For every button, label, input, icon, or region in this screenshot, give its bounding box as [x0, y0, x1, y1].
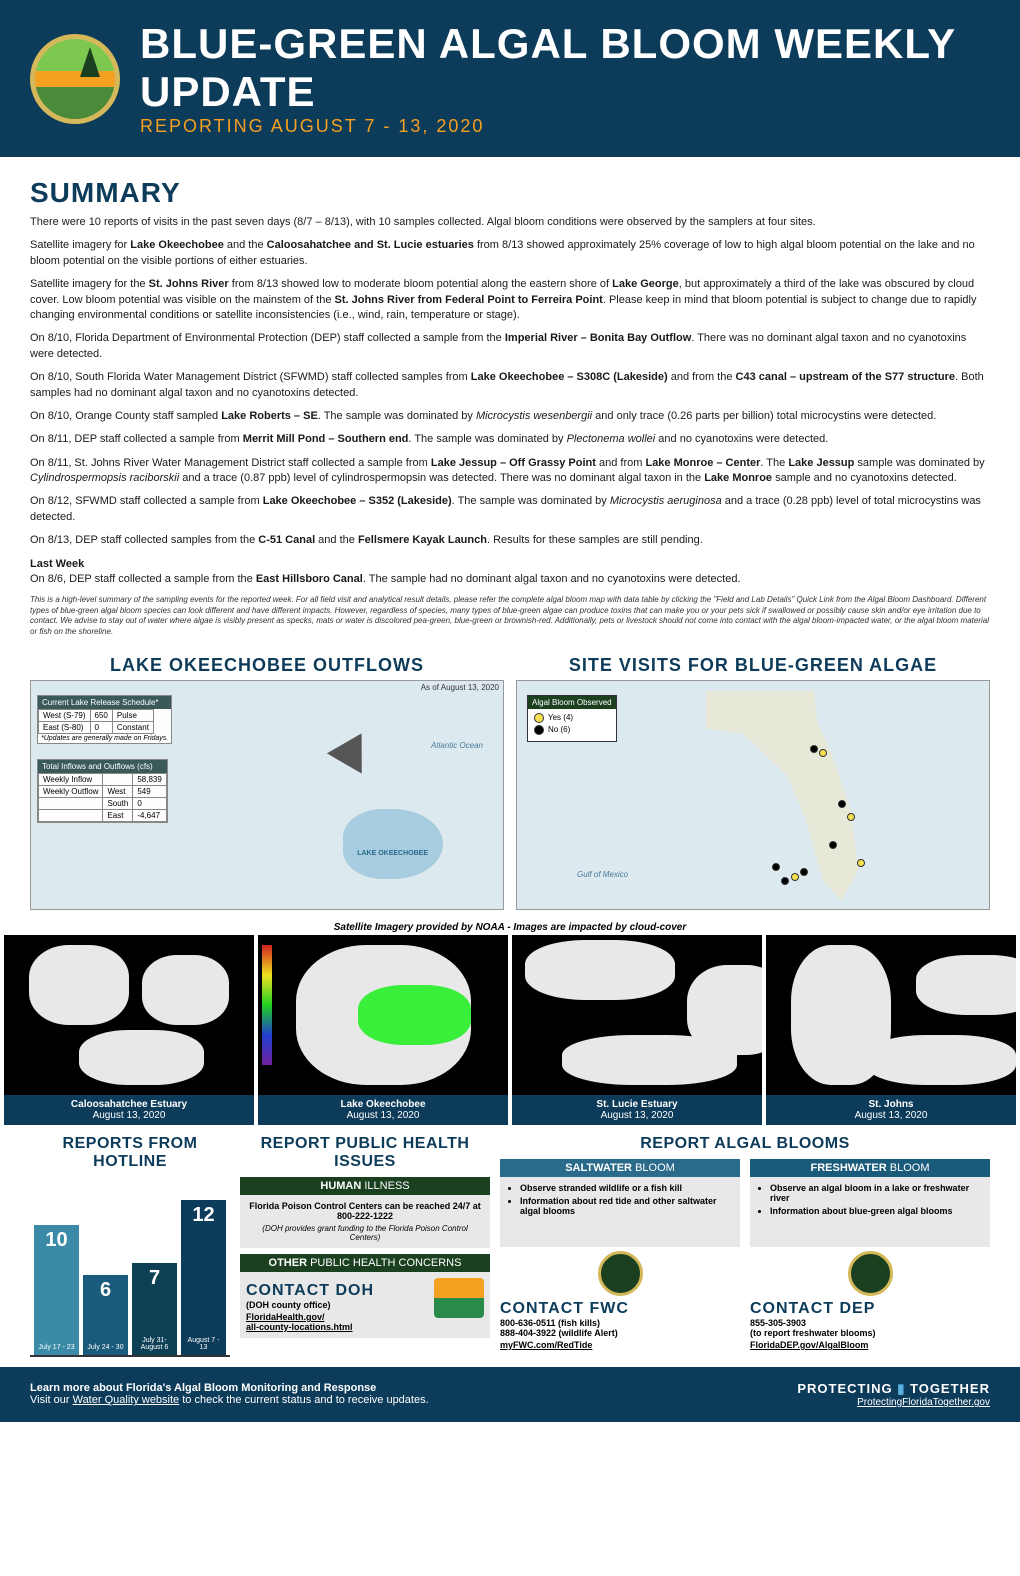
lake-label: LAKE OKEECHOBEE	[357, 850, 428, 857]
florida-health-logo	[434, 1278, 484, 1318]
health-title: REPORT PUBLIC HEALTH ISSUES	[240, 1135, 490, 1171]
health-panel: REPORT PUBLIC HEALTH ISSUES HUMAN ILLNES…	[240, 1135, 490, 1357]
bloom-item: Information about blue-green algal bloom…	[770, 1206, 982, 1216]
site-marker	[800, 868, 808, 876]
hotline-bar: 10July 17 - 23	[34, 1225, 79, 1355]
legend-no: No (6)	[548, 725, 570, 734]
summary-paragraph: There were 10 reports of visits in the p…	[30, 215, 990, 230]
release-schedule-header: Current Lake Release Schedule*	[38, 696, 171, 709]
site-marker	[829, 841, 837, 849]
outflows-map: As of August 13, 2020 Current Lake Relea…	[30, 680, 504, 910]
site-marker	[857, 859, 865, 867]
contact-dep: CONTACT DEP	[750, 1300, 990, 1318]
doh-link[interactable]: FloridaHealth.gov/ all-county-locations.…	[246, 1312, 428, 1332]
bloom-item: Information about red tide and other sal…	[520, 1196, 732, 1216]
site-marker	[810, 745, 818, 753]
dep-phone2: (to report freshwater blooms)	[750, 1328, 990, 1338]
dep-logo	[30, 34, 120, 124]
hotline-title: REPORTS FROM HOTLINE	[30, 1135, 230, 1171]
satellite-row: Caloosahatchee EstuaryAugust 13, 2020Lak…	[0, 935, 1020, 1125]
saltwater-header: SALTWATER BLOOM	[500, 1159, 740, 1177]
satellite-panel: St. JohnsAugust 13, 2020	[766, 935, 1016, 1125]
legend: Algal Bloom Observed Yes (4) No (6)	[527, 695, 617, 742]
fwc-seal-icon	[598, 1251, 643, 1296]
dep-seal-icon	[848, 1251, 893, 1296]
freshwater-header: FRESHWATER BLOOM	[750, 1159, 990, 1177]
saltwater-panel: SALTWATER BLOOM Observe stranded wildlif…	[500, 1159, 740, 1350]
doh-sub: (DOH county office)	[246, 1300, 428, 1310]
footer-line2c: to check the current status and to recei…	[179, 1394, 428, 1406]
date-range: REPORTING AUGUST 7 - 13, 2020	[140, 116, 990, 137]
ocean-label: Atlantic Ocean	[431, 741, 483, 750]
sitevisits-title: SITE VISITS FOR BLUE-GREEN ALGAE	[516, 655, 990, 676]
summary-paragraph: Satellite imagery for Lake Okeechobee an…	[30, 238, 990, 269]
release-note: *Updates are generally made on Fridays.	[38, 734, 171, 743]
bloom-item: Observe stranded wildlife or a fish kill	[520, 1183, 732, 1193]
hotline-panel: REPORTS FROM HOTLINE 10July 17 - 236July…	[30, 1135, 230, 1357]
release-schedule-table: West (S-79)650PulseEast (S-80)0Constant	[38, 709, 154, 734]
outflows-title: LAKE OKEECHOBEE OUTFLOWS	[30, 655, 504, 676]
maps-row: LAKE OKEECHOBEE OUTFLOWS As of August 13…	[0, 655, 1020, 920]
footer-line1: Learn more about Florida's Algal Bloom M…	[30, 1382, 376, 1394]
legend-title: Algal Bloom Observed	[528, 696, 616, 709]
summary-heading: SUMMARY	[30, 177, 990, 209]
sitevisits-map: Algal Bloom Observed Yes (4) No (6) Gulf…	[516, 680, 990, 910]
satellite-panel: Caloosahatchee EstuaryAugust 13, 2020	[4, 935, 254, 1125]
satellite-panel: St. Lucie EstuaryAugust 13, 2020	[512, 935, 762, 1125]
site-marker	[791, 873, 799, 881]
human-illness-header: HUMAN ILLNESS	[240, 1177, 490, 1195]
inout-header: Total Inflows and Outflows (cfs)	[38, 760, 167, 773]
satellite-note: Satellite Imagery provided by NOAA - Ima…	[0, 920, 1020, 935]
summary-paragraph: On 8/11, DEP staff collected a sample fr…	[30, 432, 990, 447]
site-marker	[772, 863, 780, 871]
summary-paragraph: On 8/13, DEP staff collected samples fro…	[30, 533, 990, 548]
as-of-label: As of August 13, 2020	[421, 683, 499, 692]
summary-footnote: This is a high-level summary of the samp…	[30, 595, 990, 637]
header: BLUE-GREEN ALGAL BLOOM WEEKLY UPDATE REP…	[0, 0, 1020, 157]
protecting-b: TOGETHER	[910, 1381, 990, 1396]
gulf-label: Gulf of Mexico	[577, 870, 628, 879]
fwc-phone1: 800-636-0511 (fish kills)	[500, 1318, 740, 1328]
lower-section: REPORTS FROM HOTLINE 10July 17 - 236July…	[0, 1125, 1020, 1357]
fwc-link[interactable]: myFWC.com/RedTide	[500, 1340, 740, 1350]
doh-grant-note: (DOH provides grant funding to the Flori…	[246, 1224, 484, 1242]
inout-table: Weekly Inflow58,839Weekly OutflowWest549…	[38, 773, 167, 822]
poison-control-text: Florida Poison Control Centers can be re…	[249, 1201, 481, 1221]
site-marker	[781, 877, 789, 885]
site-marker	[838, 800, 846, 808]
footer-url[interactable]: ProtectingFloridaTogether.gov	[797, 1397, 990, 1408]
bloom-item: Observe an algal bloom in a lake or fres…	[770, 1183, 982, 1203]
blooms-title: REPORT ALGAL BLOOMS	[500, 1135, 990, 1153]
lake-shape	[343, 809, 443, 879]
main-title: BLUE-GREEN ALGAL BLOOM WEEKLY UPDATE	[140, 20, 990, 116]
summary-section: SUMMARY There were 10 reports of visits …	[0, 157, 1020, 655]
freshwater-panel: FRESHWATER BLOOM Observe an algal bloom …	[750, 1159, 990, 1350]
summary-paragraph: On 8/10, Florida Department of Environme…	[30, 331, 990, 362]
legend-yes: Yes (4)	[548, 713, 573, 722]
summary-paragraph: On 8/10, Orange County staff sampled Lak…	[30, 409, 990, 424]
summary-paragraph: On 8/11, St. Johns River Water Managemen…	[30, 456, 990, 487]
summary-paragraph: Last WeekOn 8/6, DEP staff collected a s…	[30, 557, 990, 588]
footer: Learn more about Florida's Algal Bloom M…	[0, 1367, 1020, 1422]
hotline-chart: 10July 17 - 236July 24 - 307July 31-Augu…	[30, 1177, 230, 1357]
water-quality-link[interactable]: Water Quality website	[73, 1394, 180, 1406]
site-marker	[847, 813, 855, 821]
contact-fwc: CONTACT FWC	[500, 1300, 740, 1318]
hotline-bar: 7July 31-August 6	[132, 1263, 177, 1355]
other-concerns-header: OTHER PUBLIC HEALTH CONCERNS	[240, 1254, 490, 1272]
satellite-panel: Lake OkeechobeeAugust 13, 2020	[258, 935, 508, 1125]
summary-paragraph: On 8/10, South Florida Water Management …	[30, 370, 990, 401]
protecting-a: PROTECTING	[797, 1381, 892, 1396]
dep-phone1: 855-305-3903	[750, 1318, 990, 1328]
hotline-bar: 12August 7 - 13	[181, 1200, 226, 1355]
summary-paragraph: On 8/12, SFWMD staff collected a sample …	[30, 494, 990, 525]
footer-line2a: Visit our	[30, 1394, 73, 1406]
arrow-icon	[327, 733, 379, 783]
hotline-bar: 6July 24 - 30	[83, 1275, 128, 1355]
summary-paragraph: Satellite imagery for the St. Johns Rive…	[30, 277, 990, 323]
fwc-phone2: 888-404-3922 (wildlife Alert)	[500, 1328, 740, 1338]
dep-link[interactable]: FloridaDEP.gov/AlgalBloom	[750, 1340, 990, 1350]
contact-doh: CONTACT DOH	[246, 1282, 428, 1300]
florida-shape	[706, 691, 886, 901]
